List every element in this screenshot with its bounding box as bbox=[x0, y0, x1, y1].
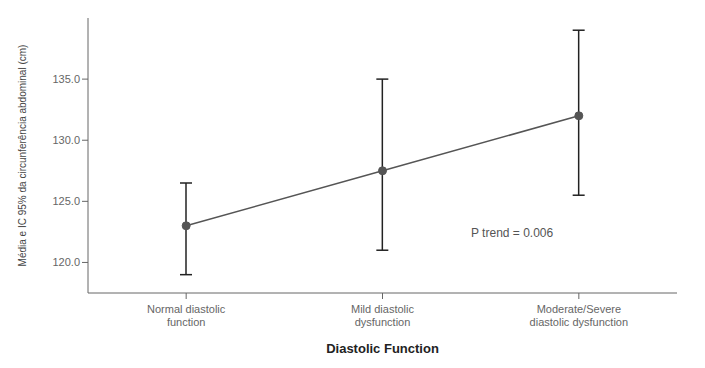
svg-text:Diastolic Function: Diastolic Function bbox=[326, 341, 439, 356]
svg-text:Média e IC 95% da circunferênc: Média e IC 95% da circunferência abdomin… bbox=[17, 45, 28, 267]
svg-text:125.0: 125.0 bbox=[52, 195, 80, 207]
svg-text:135.0: 135.0 bbox=[52, 73, 80, 85]
svg-text:Mild diastolicdysfunction: Mild diastolicdysfunction bbox=[351, 303, 414, 328]
svg-text:120.0: 120.0 bbox=[52, 256, 80, 268]
html-text:P trend = 0.006: P trend = 0.006 bbox=[471, 226, 554, 240]
svg-text:130.0: 130.0 bbox=[52, 134, 80, 146]
svg-text:Moderate/Severediastolic dysfu: Moderate/Severediastolic dysfunction bbox=[530, 303, 628, 328]
svg-text:Normal diastolicfunction: Normal diastolicfunction bbox=[147, 303, 226, 328]
